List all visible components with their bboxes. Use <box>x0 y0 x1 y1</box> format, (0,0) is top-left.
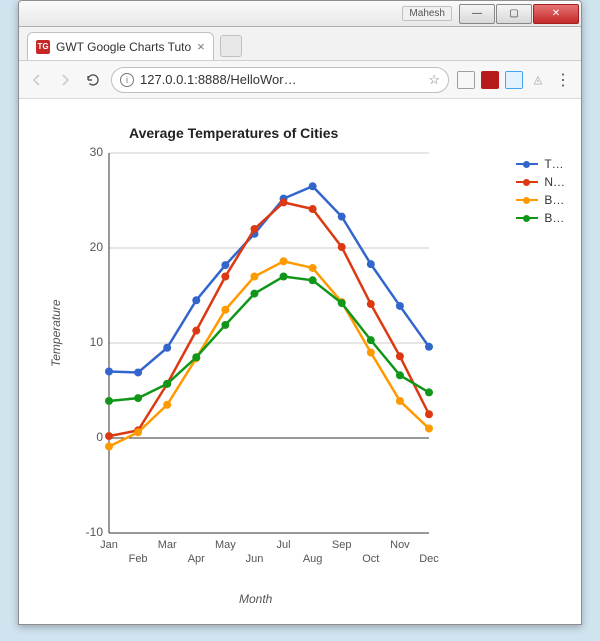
x-tick: Apr <box>182 553 210 565</box>
extension-icon-3[interactable] <box>505 71 523 89</box>
close-button[interactable]: ✕ <box>533 4 579 24</box>
omnibox[interactable]: i 127.0.0.1:8888/HelloWor… ☆ <box>111 67 449 93</box>
url-text: 127.0.0.1:8888/HelloWor… <box>140 72 422 87</box>
favicon-icon: TG <box>36 40 50 54</box>
extension-icon-4[interactable]: ◬ <box>529 71 547 89</box>
legend-label: N… <box>544 175 565 189</box>
back-button[interactable] <box>27 70 47 90</box>
x-tick: Jul <box>270 539 298 551</box>
legend-swatch-icon <box>516 181 538 183</box>
y-tick: 20 <box>69 240 103 254</box>
minimize-button[interactable]: — <box>459 4 495 24</box>
tab-close-icon[interactable]: × <box>197 39 205 54</box>
forward-button[interactable] <box>55 70 75 90</box>
x-tick: Mar <box>153 539 181 551</box>
x-tick: May <box>211 539 239 551</box>
site-info-icon[interactable]: i <box>120 73 134 87</box>
address-bar: i 127.0.0.1:8888/HelloWor… ☆ ◬ ⋮ <box>19 61 581 99</box>
browser-window: Mahesh — ▢ ✕ TG GWT Google Charts Tuto ×… <box>18 0 582 625</box>
x-tick: Nov <box>386 539 414 551</box>
legend: T… N… B… B… <box>516 157 565 229</box>
window-titlebar: Mahesh — ▢ ✕ <box>19 1 581 27</box>
legend-swatch-icon <box>516 199 538 201</box>
legend-label: B… <box>544 211 564 225</box>
extension-icons: ◬ ⋮ <box>457 70 573 90</box>
y-tick: 0 <box>69 430 103 444</box>
bookmark-star-icon[interactable]: ☆ <box>428 72 440 88</box>
reload-button[interactable] <box>83 70 103 90</box>
legend-item[interactable]: N… <box>516 175 565 189</box>
y-tick: -10 <box>69 525 103 539</box>
y-tick: 30 <box>69 145 103 159</box>
y-tick: 10 <box>69 335 103 349</box>
page-content: Average Temperatures of Cities Temperatu… <box>19 99 581 624</box>
legend-item[interactable]: B… <box>516 211 565 225</box>
extension-icon-1[interactable] <box>457 71 475 89</box>
x-tick: Aug <box>299 553 327 565</box>
legend-swatch-icon <box>516 217 538 219</box>
maximize-button[interactable]: ▢ <box>496 4 532 24</box>
x-tick: Jun <box>240 553 268 565</box>
x-tick: Oct <box>357 553 385 565</box>
tab-title: GWT Google Charts Tuto <box>56 40 191 54</box>
tab-strip: TG GWT Google Charts Tuto × <box>19 27 581 61</box>
x-tick: Jan <box>95 539 123 551</box>
legend-label: B… <box>544 193 564 207</box>
x-tick: Dec <box>415 553 443 565</box>
tab-active[interactable]: TG GWT Google Charts Tuto × <box>27 32 214 60</box>
x-tick: Feb <box>124 553 152 565</box>
legend-item[interactable]: B… <box>516 193 565 207</box>
legend-swatch-icon <box>516 163 538 165</box>
legend-label: T… <box>544 157 563 171</box>
chart: Average Temperatures of Cities Temperatu… <box>29 117 571 614</box>
menu-button[interactable]: ⋮ <box>553 70 573 90</box>
legend-item[interactable]: T… <box>516 157 565 171</box>
new-tab-button[interactable] <box>220 35 242 57</box>
x-tick: Sep <box>328 539 356 551</box>
extension-icon-2[interactable] <box>481 71 499 89</box>
user-badge: Mahesh <box>402 6 452 21</box>
